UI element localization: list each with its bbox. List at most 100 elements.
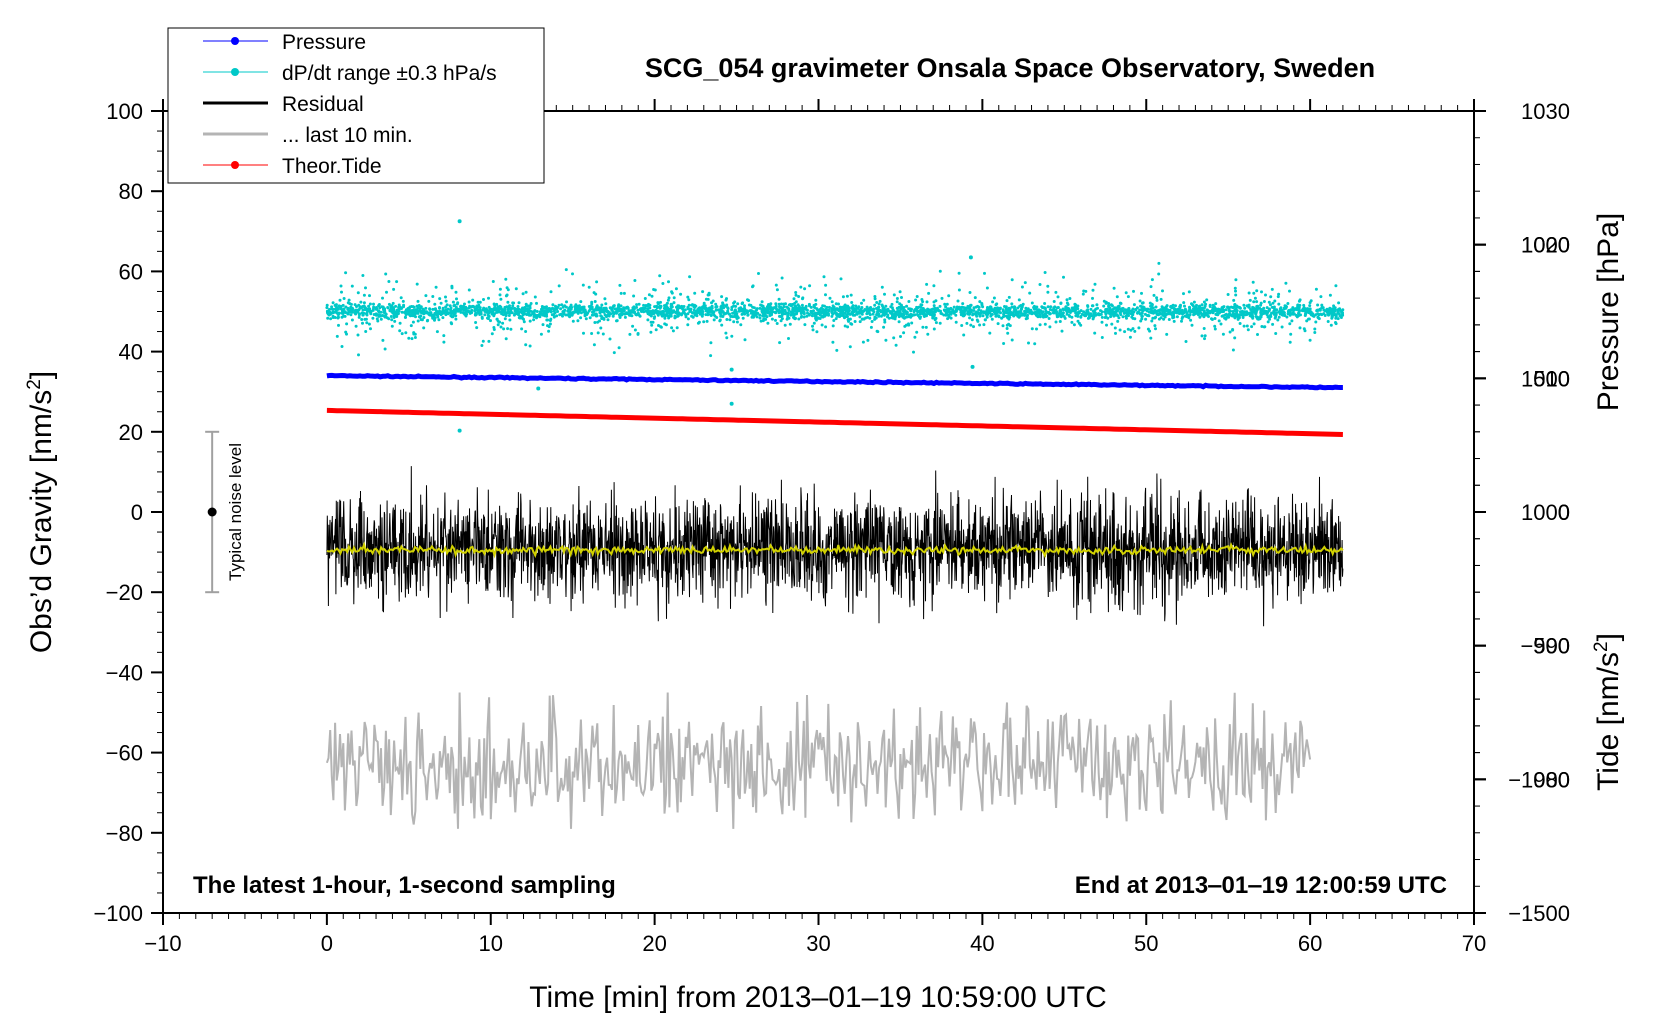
dpdt-point [927,291,931,295]
dpdt-point [670,305,674,309]
dpdt-point [364,317,368,321]
dpdt-point [1056,306,1059,310]
dpdt-point [1066,303,1070,306]
dpdt-point [451,300,455,304]
dpdt-point [360,318,364,321]
dpdt-point [1212,305,1216,309]
dpdt-point [871,308,875,312]
dpdt-point [1213,327,1217,331]
dpdt-point [545,318,549,322]
dpdt-point [637,302,641,306]
dpdt-point [517,301,521,305]
dpdt-point [631,324,635,328]
dpdt-point [964,308,968,312]
dpdt-point [843,324,847,328]
dpdt-point [934,309,938,312]
dpdt-point [1200,303,1204,307]
dpdt-point [752,315,755,319]
dpdt-point [1040,306,1044,309]
dpdt-point [833,307,837,311]
dpdt-point [1167,318,1171,321]
dpdt-point [367,322,371,326]
dpdt-point [646,311,650,315]
dpdt-point [735,320,739,324]
dpdt-point [982,310,986,314]
dpdt-outlier [457,219,462,224]
dpdt-point [388,308,392,312]
dpdt-point [343,314,347,318]
dpdt-point [682,305,686,308]
dpdt-point [957,271,961,275]
dpdt-point [398,321,402,325]
dpdt-point [698,306,702,310]
dpdt-point [1251,280,1255,284]
dpdt-point [827,305,831,309]
dpdt-point [812,305,816,309]
y-axis-label-gravity: Obs’d Gravity [nm/s2] [24,371,58,653]
dpdt-point [392,307,396,311]
dpdt-point [1154,327,1157,331]
dpdt-point [632,294,636,298]
dpdt-point [1205,298,1209,302]
dpdt-point [792,314,796,317]
dpdt-outlier [968,255,973,260]
dpdt-point [1098,313,1102,317]
dpdt-point [870,320,874,323]
dpdt-point [706,297,710,301]
dpdt-point [629,313,633,317]
dpdt-point [364,286,367,290]
dpdt-point [1280,310,1284,314]
dpdt-point [1334,284,1338,288]
tide-tick-label: −500 [1520,634,1570,659]
dpdt-point [612,351,616,355]
dpdt-point [1043,302,1047,305]
dpdt-point [1280,325,1284,329]
dpdt-point [892,309,896,313]
dpdt-point [915,295,919,298]
dpdt-point [752,306,756,310]
dpdt-point [873,303,877,307]
dpdt-point [661,314,665,318]
dpdt-point [1224,317,1228,321]
dpdt-point [1231,348,1235,352]
dpdt-point [853,320,857,323]
dpdt-point [390,324,394,328]
dpdt-point [1202,309,1206,313]
dpdt-point [1265,306,1269,310]
dpdt-point [366,309,370,313]
dpdt-point [550,313,554,317]
dpdt-point [821,314,825,318]
dpdt-point [907,315,911,318]
dpdt-point [869,325,873,329]
dpdt-point [515,310,519,313]
dpdt-point [367,304,371,308]
dpdt-point [337,323,340,327]
dpdt-point [1228,309,1232,313]
dpdt-point [943,309,947,313]
dpdt-point [356,291,360,295]
dpdt-point [1190,323,1194,327]
dpdt-point [1082,313,1086,317]
dpdt-point [946,317,950,321]
dpdt-point [350,284,354,288]
dpdt-point [1063,316,1067,320]
dpdt-point [400,310,404,314]
dpdt-point [1303,314,1307,317]
dpdt-point [732,320,736,324]
dpdt-point [499,305,503,309]
dpdt-point [1005,314,1009,318]
dpdt-point [978,314,982,318]
dpdt-point [1021,302,1025,306]
dpdt-point [1257,317,1261,321]
dpdt-point [926,332,930,336]
dpdt-point [533,309,537,313]
dpdt-point [1254,315,1258,318]
dpdt-point [895,300,899,304]
dpdt-point [1028,291,1032,295]
dpdt-point [1228,330,1232,334]
dpdt-point [1166,312,1170,316]
dpdt-point [496,323,500,327]
dpdt-outlier [457,428,462,433]
dpdt-point [535,310,539,313]
dpdt-point [1071,309,1075,313]
